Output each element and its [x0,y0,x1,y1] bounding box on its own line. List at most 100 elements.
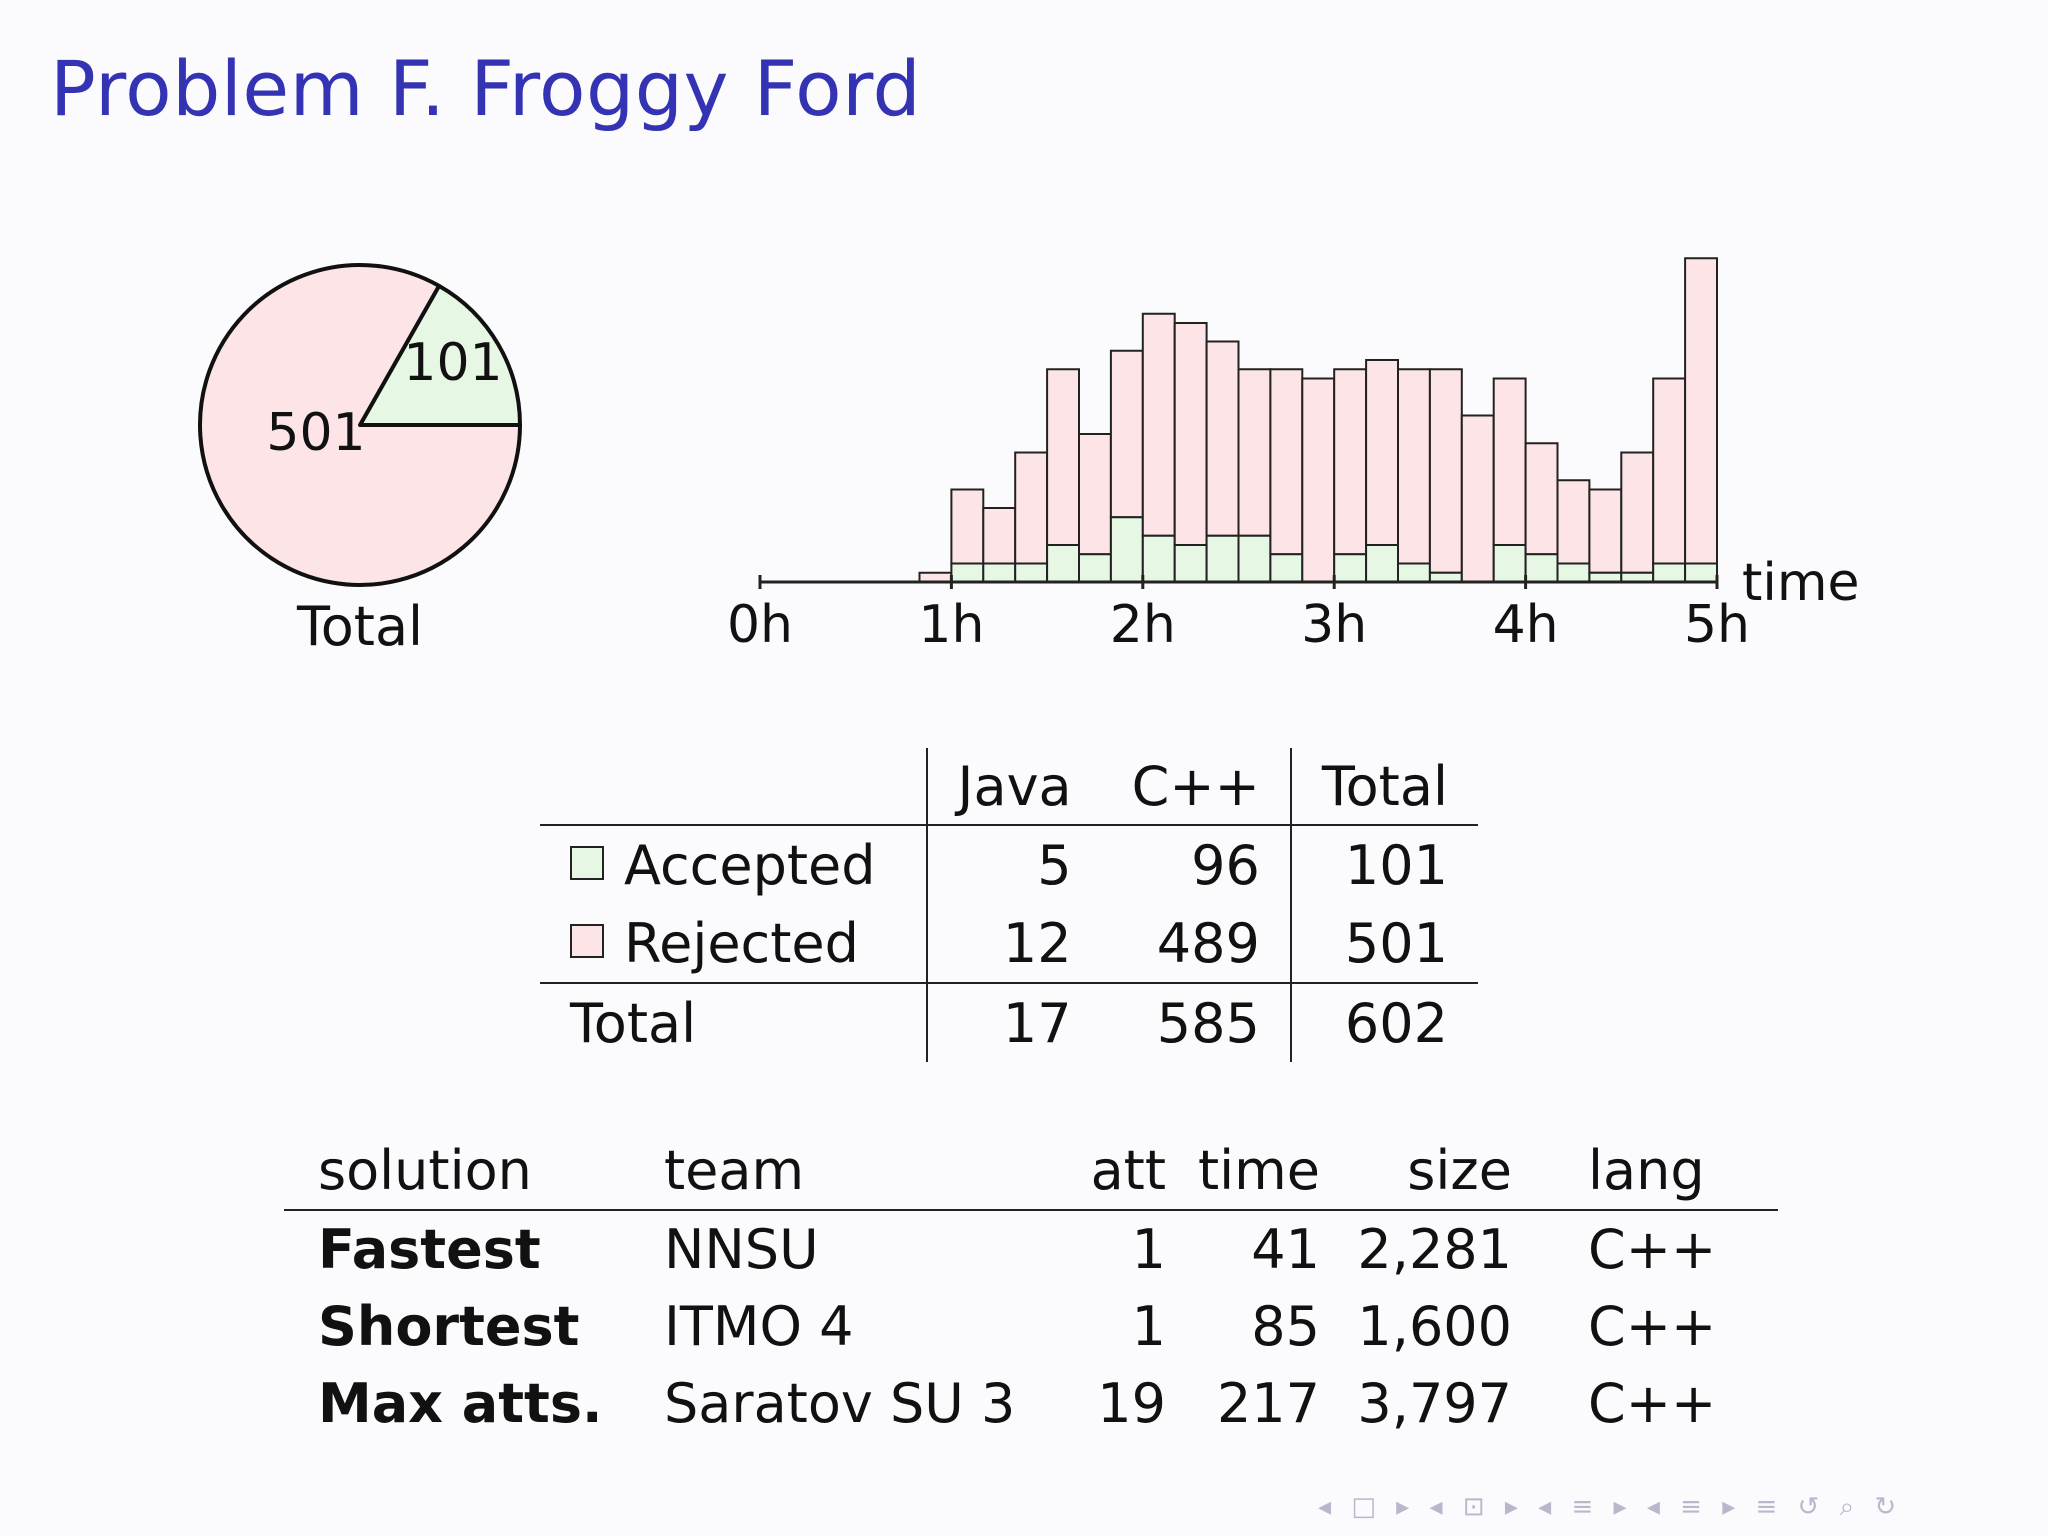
bar-accepted [982,562,1017,583]
bar-accepted [1014,562,1049,583]
header-lang: lang [1528,1132,1779,1211]
header-solution: solution [284,1132,634,1211]
x-tick-label: 0h [727,595,793,655]
verdict-table: Java C++ Total Accepted 5 96 101 Rejecte… [540,748,1478,1062]
bar-rejected [1333,368,1368,556]
size-cell: 2,281 [1357,1218,1513,1281]
bar-rejected [1078,433,1112,556]
bar-rejected [1620,451,1655,574]
header-time: time [1182,1132,1337,1211]
solution-cell: Fastest [318,1218,541,1281]
bar-accepted [1237,534,1272,583]
accepted-label: Accepted [624,833,876,897]
bar-rejected [1301,377,1336,583]
bar-accepted [1652,562,1687,583]
best-table-header: solution team att time size lang [284,1132,1779,1211]
rejected-swatch [570,923,604,958]
accepted-swatch [570,845,604,880]
bar-accepted [1205,534,1240,583]
bar-accepted [1365,544,1399,583]
pie-chart: 101 501 Total [198,263,522,658]
bar-accepted [950,562,985,583]
lang-cell: C++ [1588,1372,1717,1435]
x-tick-label: 3h [1301,595,1367,655]
att-cell: 1 [1131,1218,1166,1281]
bar-accepted [1141,534,1176,583]
lang-cell: C++ [1588,1295,1717,1358]
bar-rejected [1237,368,1272,537]
bar-rejected [1492,377,1527,546]
team-cell: NNSU [664,1218,819,1281]
total-cpp: 585 [1101,983,1292,1062]
bar-accepted [1524,553,1559,583]
histogram-chart: 0h 1h 2h 3h 4h 5h time [727,257,1859,655]
time-cell: 217 [1216,1372,1321,1435]
bar-rejected [1046,368,1081,546]
bar-accepted [1492,544,1527,583]
bar-rejected [1173,322,1208,546]
bar-accepted [1109,516,1144,583]
x-axis-label: time [1742,553,1859,613]
header-att: att [1070,1132,1182,1211]
table-row: Max atts. Saratov SU 3 19 217 3,797 C++ [284,1365,1778,1442]
table-row: Fastest NNSU 1 41 2,281 C++ [284,1210,1778,1288]
total-total: 602 [1344,991,1448,1055]
bar-accepted [1269,553,1304,583]
bar-rejected [1524,442,1559,556]
bar-accepted [1173,544,1208,583]
bar-rejected [1460,414,1495,583]
time-cell: 85 [1251,1295,1321,1358]
x-tick-label: 4h [1493,595,1559,655]
pie-label-accepted: 101 [403,333,502,393]
team-cell: ITMO 4 [664,1295,854,1358]
pie-slice-rejected [198,263,522,587]
accepted-total: 101 [1344,833,1448,897]
table-row-accepted: Accepted 5 96 101 [540,825,1478,904]
bar-rejected [1205,340,1240,537]
rejected-label: Rejected [624,911,859,975]
pie-slice-accepted [358,283,522,427]
size-cell: 1,600 [1357,1295,1513,1358]
att-cell: 19 [1097,1372,1166,1435]
bar-rejected [1365,359,1399,546]
x-tick-label: 2h [1110,595,1176,655]
bar-accepted [1333,553,1368,583]
header-cpp: C++ [1101,748,1292,826]
bar-rejected [1428,368,1463,574]
solution-cell: Max atts. [318,1372,603,1435]
pie-label-rejected: 501 [266,403,365,463]
bar-rejected [1652,377,1687,565]
total-java: 17 [1002,991,1072,1055]
pie-title: Total [296,595,423,658]
header-team: team [634,1132,1070,1211]
header-empty [540,748,928,826]
solution-cell: Shortest [318,1295,580,1358]
slide-title: Problem F. Froggy Ford [50,44,922,133]
bar-rejected [1269,368,1304,556]
size-cell: 3,797 [1357,1372,1513,1435]
bar-rejected [1588,488,1623,574]
total-label: Total [540,983,928,1062]
table-row: Shortest ITMO 4 1 85 1,600 C++ [284,1288,1778,1365]
bar-rejected [1397,368,1431,565]
x-tick-label: 1h [918,595,984,655]
bar-rejected [1109,349,1144,519]
rejected-total: 501 [1290,904,1478,984]
bar-rejected [1141,312,1176,537]
table-row-rejected: Rejected 12 489 501 [540,904,1478,984]
rejected-java: 12 [926,904,1102,984]
time-cell: 41 [1251,1218,1321,1281]
header-java: Java [926,748,1102,826]
row-label-rejected: Rejected [540,904,928,984]
best-solutions-table: solution team att time size lang Fastest… [284,1132,1779,1442]
slide-navigation-icons[interactable]: ◂ □ ▸ ◂ ⊡ ▸ ◂ ≡ ▸ ◂ ≡ ▸ ≡ ↺ ⌕ ↻ [1318,1492,1903,1522]
bar-accepted [1556,562,1591,583]
bar-rejected [1556,479,1591,565]
att-cell: 1 [1131,1295,1166,1358]
table-row-total: Total 17 585 602 [540,983,1478,1062]
verdict-table-header: Java C++ Total [540,748,1478,826]
accepted-cpp: 96 [1101,825,1292,904]
header-total: Total [1290,748,1478,826]
lang-cell: C++ [1588,1218,1717,1281]
team-cell: Saratov SU 3 [664,1372,1016,1435]
